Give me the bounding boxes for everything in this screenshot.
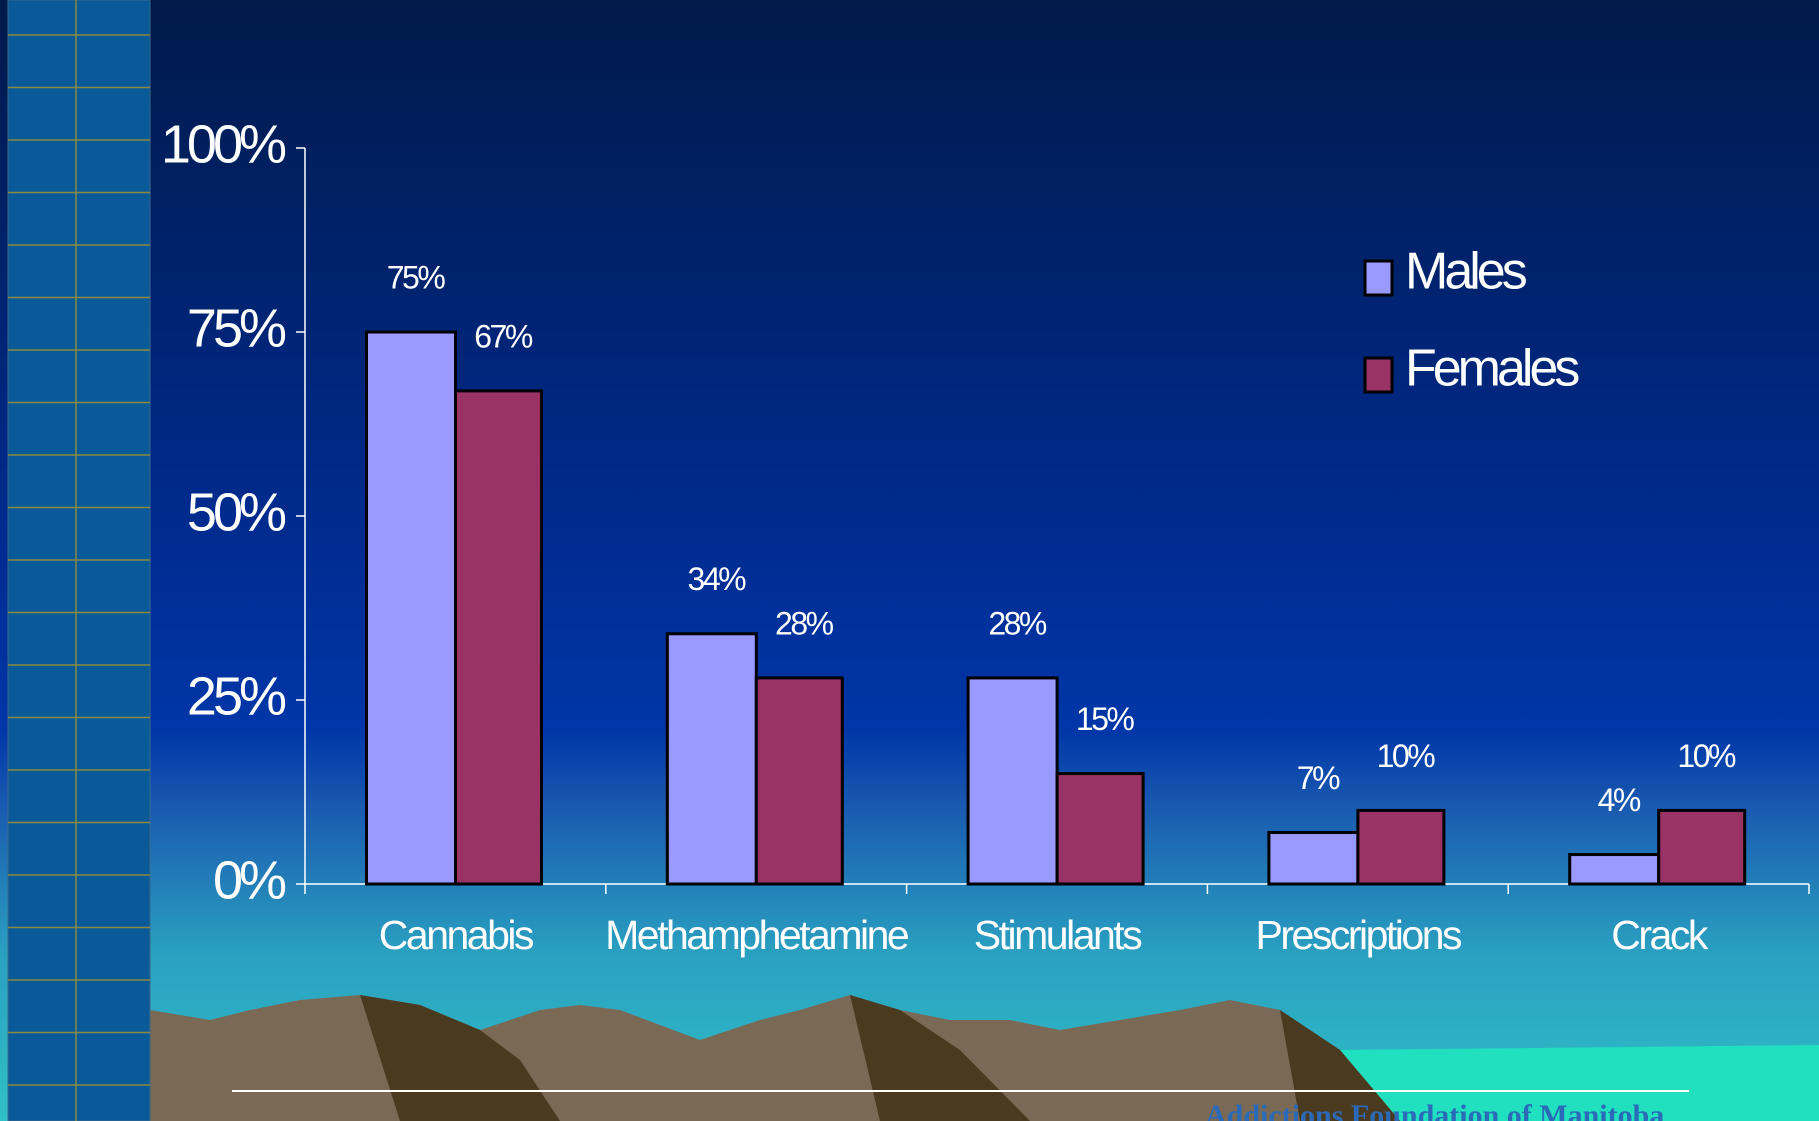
y-tick-label: 75% xyxy=(187,298,286,358)
y-tick-label: 25% xyxy=(187,666,286,726)
legend-label: Females xyxy=(1405,340,1579,398)
value-label: 4% xyxy=(1598,782,1641,818)
value-label: 10% xyxy=(1677,738,1736,774)
y-tick-label: 0% xyxy=(213,850,286,910)
bar xyxy=(665,632,758,886)
value-label: 28% xyxy=(775,605,834,641)
value-label: 67% xyxy=(474,318,533,354)
bar xyxy=(754,676,844,886)
bar xyxy=(454,389,543,886)
value-label: 75% xyxy=(387,259,446,295)
bar xyxy=(1267,830,1360,886)
footer: Addictions Foundation of Manitoba xyxy=(1205,1099,1664,1121)
value-label: 34% xyxy=(688,561,747,597)
ruler xyxy=(8,0,150,1121)
bar xyxy=(365,330,457,886)
x-tick-label: Prescriptions xyxy=(1256,912,1462,958)
bar xyxy=(1055,772,1145,886)
y-tick-label: 50% xyxy=(187,482,286,542)
x-tick-label: Methamphetamine xyxy=(605,912,908,958)
y-tick-label: 100% xyxy=(161,114,286,174)
bar xyxy=(966,676,1059,886)
x-tick-label: Stimulants xyxy=(974,912,1142,958)
legend-label: Males xyxy=(1405,243,1527,301)
value-label: 28% xyxy=(988,605,1047,641)
legend-swatch xyxy=(1363,259,1394,297)
x-tick-label: Crack xyxy=(1611,912,1709,958)
value-label: 10% xyxy=(1377,738,1436,774)
value-label: 15% xyxy=(1076,701,1135,737)
bar xyxy=(1356,808,1446,886)
legend-swatch xyxy=(1363,356,1394,394)
mountain-shadow xyxy=(360,995,560,1121)
bar xyxy=(1568,853,1661,886)
bar xyxy=(1657,808,1747,886)
mountain-shadow xyxy=(850,995,1030,1121)
water xyxy=(1340,1045,1819,1121)
mountain-shadow xyxy=(1280,1010,1400,1121)
x-tick-label: Cannabis xyxy=(379,912,534,958)
value-label: 7% xyxy=(1297,760,1340,796)
